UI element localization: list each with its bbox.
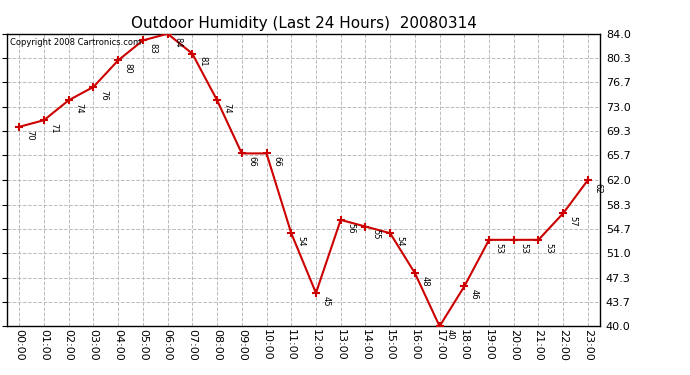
Text: 66: 66 [247,156,257,167]
Text: 70: 70 [25,130,34,140]
Text: 81: 81 [198,57,207,67]
Text: 84: 84 [173,36,182,47]
Text: 80: 80 [124,63,132,74]
Text: Copyright 2008 Cartronics.com: Copyright 2008 Cartronics.com [10,38,141,47]
Text: 74: 74 [75,103,83,114]
Text: 53: 53 [520,243,529,253]
Text: 54: 54 [297,236,306,246]
Text: 71: 71 [50,123,59,134]
Text: 66: 66 [272,156,281,167]
Text: 53: 53 [495,243,504,253]
Text: 55: 55 [371,229,380,240]
Text: 76: 76 [99,90,108,101]
Text: 83: 83 [148,43,157,54]
Title: Outdoor Humidity (Last 24 Hours)  20080314: Outdoor Humidity (Last 24 Hours) 2008031… [130,16,477,31]
Text: 54: 54 [395,236,405,246]
Text: 62: 62 [593,183,602,194]
Text: 74: 74 [223,103,232,114]
Text: 40: 40 [445,329,454,339]
Text: 53: 53 [544,243,553,253]
Text: 48: 48 [420,276,429,286]
Text: 57: 57 [569,216,578,226]
Text: 45: 45 [322,296,331,306]
Text: 56: 56 [346,223,355,233]
Text: 46: 46 [470,289,479,300]
